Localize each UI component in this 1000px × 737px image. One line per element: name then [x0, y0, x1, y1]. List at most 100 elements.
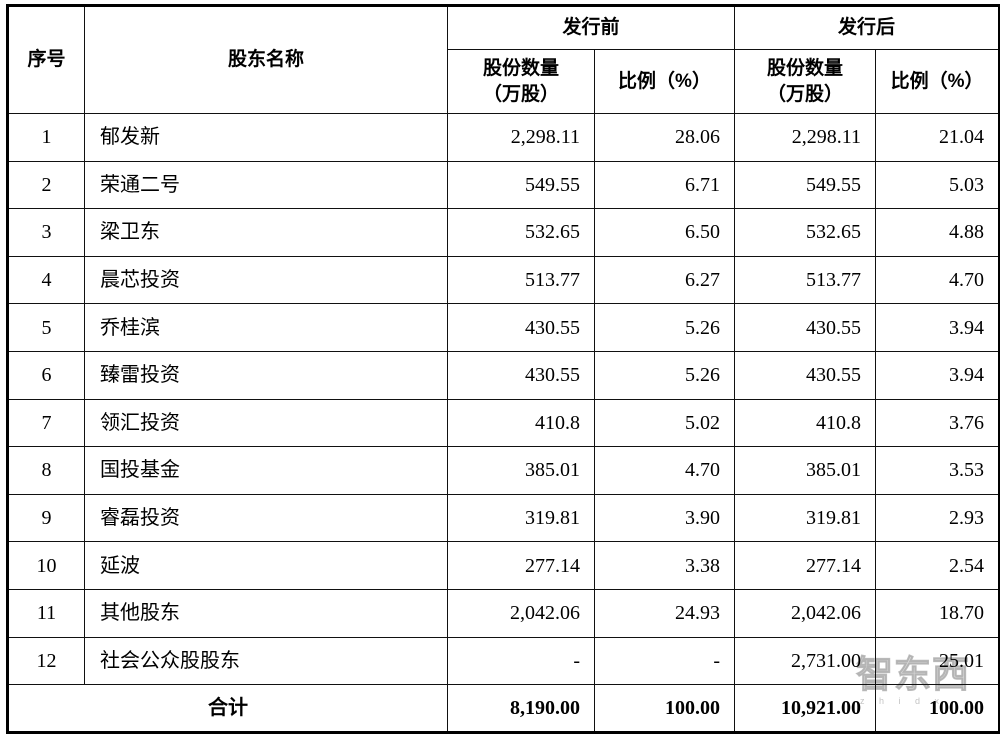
header-post-ratio: 比例（%）: [875, 49, 1000, 114]
header-post-shares-line1: 股份数量: [767, 57, 844, 79]
row-pre-shares: 513.77: [447, 255, 595, 305]
row-post-shares: 549.55: [734, 160, 877, 210]
table-row: 3 梁卫东 532.65 6.50 532.65 4.88: [7, 208, 1000, 257]
total-post-ratio: 100.00: [875, 684, 1000, 733]
table-row: 5 乔桂滨 430.55 5.26 430.55 3.94: [7, 303, 1000, 352]
row-serial: 10: [7, 541, 85, 590]
row-post-shares: 2,298.11: [734, 113, 877, 162]
row-post-shares: 410.8: [734, 398, 877, 448]
header-row-groups: 序号 股东名称 发行前 发行后: [7, 5, 1000, 114]
table-row: 2 荣通二号 549.55 6.71 549.55 5.03: [7, 160, 1000, 210]
row-post-ratio: 21.04: [875, 113, 1000, 162]
row-serial: 7: [7, 398, 85, 448]
row-pre-ratio: -: [593, 636, 736, 686]
table-row: 12 社会公众股股东 - -2,731.00 25.01: [7, 636, 1000, 686]
row-shareholder-name: 延波: [84, 541, 448, 590]
header-pre-shares: 股份数量 （万股）: [447, 49, 595, 114]
row-serial: 8: [7, 446, 85, 495]
row-shareholder-name: 郁发新: [84, 113, 448, 162]
header-shareholder-name: 股东名称: [84, 5, 448, 114]
table-row: 9 睿磊投资 319.81 3.90 319.81 2.93: [7, 493, 1000, 543]
table-row: 4 晨芯投资 513.77 6.27 513.77 4.70: [7, 255, 1000, 305]
row-shareholder-name: 梁卫东: [84, 208, 448, 257]
row-serial: 2: [7, 160, 85, 210]
row-shareholder-name: 荣通二号: [84, 160, 448, 210]
row-pre-ratio: 28.06: [593, 113, 736, 162]
row-pre-shares: 430.55: [447, 350, 595, 400]
row-pre-shares: 430.55: [447, 303, 595, 352]
row-pre-shares: 2,042.06: [447, 588, 595, 638]
row-pre-ratio: 6.27: [593, 255, 736, 305]
row-pre-ratio: 6.50: [593, 208, 736, 257]
header-pre-shares-line2: （万股）: [482, 83, 559, 105]
table-row: 6 臻雷投资 430.55 5.26 430.55 3.94: [7, 350, 1000, 400]
table-row: 1 郁发新 2,298.11 28.06 2,298.11 21.04: [7, 113, 1000, 162]
row-pre-shares: 410.8: [447, 398, 595, 448]
row-shareholder-name: 其他股东: [84, 588, 448, 638]
row-post-ratio: 3.94: [875, 303, 1000, 352]
row-shareholder-name: 乔桂滨: [84, 303, 448, 352]
row-shareholder-name: 领汇投资: [84, 398, 448, 448]
header-row-sub: 股份数量 （万股） 比例（%） 股份数量 （万股） 比例（%）: [8, 49, 1000, 114]
row-pre-ratio: 3.90: [593, 493, 736, 543]
table-row: 7 领汇投资 410.8 5.02 410.8 3.76: [7, 398, 1000, 448]
row-post-ratio: 18.70: [875, 588, 1000, 638]
row-serial: 9: [7, 493, 85, 543]
total-row: 合计 8,190.00 100.00 10,921.00 100.00: [7, 684, 1000, 733]
row-pre-shares: 319.81: [447, 493, 595, 543]
total-pre-ratio: 100.00: [593, 684, 736, 733]
header-group-post-issue: 发行后: [734, 5, 1000, 50]
shareholder-structure-table: 序号 股东名称 发行前 发行后 股份数量 （万股） 比例（%） 股份数量 （万股…: [6, 4, 1000, 734]
row-post-ratio: 3.53: [875, 446, 1000, 495]
row-post-ratio: 5.03: [875, 160, 1000, 210]
row-serial: 5: [7, 303, 85, 352]
row-pre-shares: 549.55: [447, 160, 595, 210]
row-shareholder-name: 睿磊投资: [84, 493, 448, 543]
table-row: 8 国投基金 385.01 4.70 385.01 3.53: [7, 446, 1000, 495]
row-pre-shares: 532.65: [447, 208, 595, 257]
row-pre-ratio: 5.26: [593, 350, 736, 400]
row-post-shares: 319.81: [734, 493, 877, 543]
header-serial: 序号: [7, 5, 85, 114]
row-post-ratio: 25.01: [875, 636, 1000, 686]
table-row: 11 其他股东 2,042.06 24.93 2,042.06 18.70: [7, 588, 1000, 638]
row-post-shares: 277.14: [734, 541, 877, 590]
header-pre-shares-line1: 股份数量: [482, 57, 559, 79]
row-pre-ratio: 6.71: [593, 160, 736, 210]
row-pre-shares: 277.14: [447, 541, 595, 590]
row-serial: 1: [7, 113, 85, 162]
total-pre-shares: 8,190.00: [447, 684, 595, 733]
row-post-ratio: 4.70: [875, 255, 1000, 305]
row-shareholder-name: 臻雷投资: [84, 350, 448, 400]
row-pre-ratio: 5.02: [593, 398, 736, 448]
row-serial: 4: [7, 255, 85, 305]
row-serial: 3: [7, 208, 85, 257]
row-post-shares: 2,042.06: [734, 588, 877, 638]
row-post-shares: 385.01: [734, 446, 877, 495]
row-shareholder-name: 社会公众股股东: [84, 636, 448, 686]
row-pre-ratio: 4.70: [593, 446, 736, 495]
header-post-shares-line2: （万股）: [767, 83, 844, 105]
row-post-shares: 430.55: [734, 303, 877, 352]
header-group-pre-issue: 发行前: [446, 5, 736, 50]
row-post-ratio: 4.88: [875, 208, 1000, 257]
row-post-ratio: 2.54: [875, 541, 1000, 590]
row-shareholder-name: 晨芯投资: [84, 255, 448, 305]
row-pre-shares: 385.01: [447, 446, 595, 495]
row-post-shares: 513.77: [734, 255, 877, 305]
row-serial: 11: [7, 588, 85, 638]
row-shareholder-name: 国投基金: [84, 446, 448, 495]
row-pre-ratio: 24.93: [593, 588, 736, 638]
row-post-ratio: 2.93: [875, 493, 1000, 543]
header-pre-ratio: 比例（%）: [593, 49, 736, 114]
total-label: 合计: [7, 684, 448, 733]
row-pre-ratio: 5.26: [593, 303, 736, 352]
row-post-ratio: 3.94: [875, 350, 1000, 400]
row-post-shares: 532.65: [734, 208, 877, 257]
row-post-shares: 2,731.00: [734, 636, 877, 686]
table-row: 10 延波 277.14 3.38 277.14 2.54: [7, 541, 1000, 590]
row-post-shares: 430.55: [734, 350, 877, 400]
row-pre-shares: 2,298.11: [447, 113, 595, 162]
row-pre-shares: -: [447, 636, 595, 686]
